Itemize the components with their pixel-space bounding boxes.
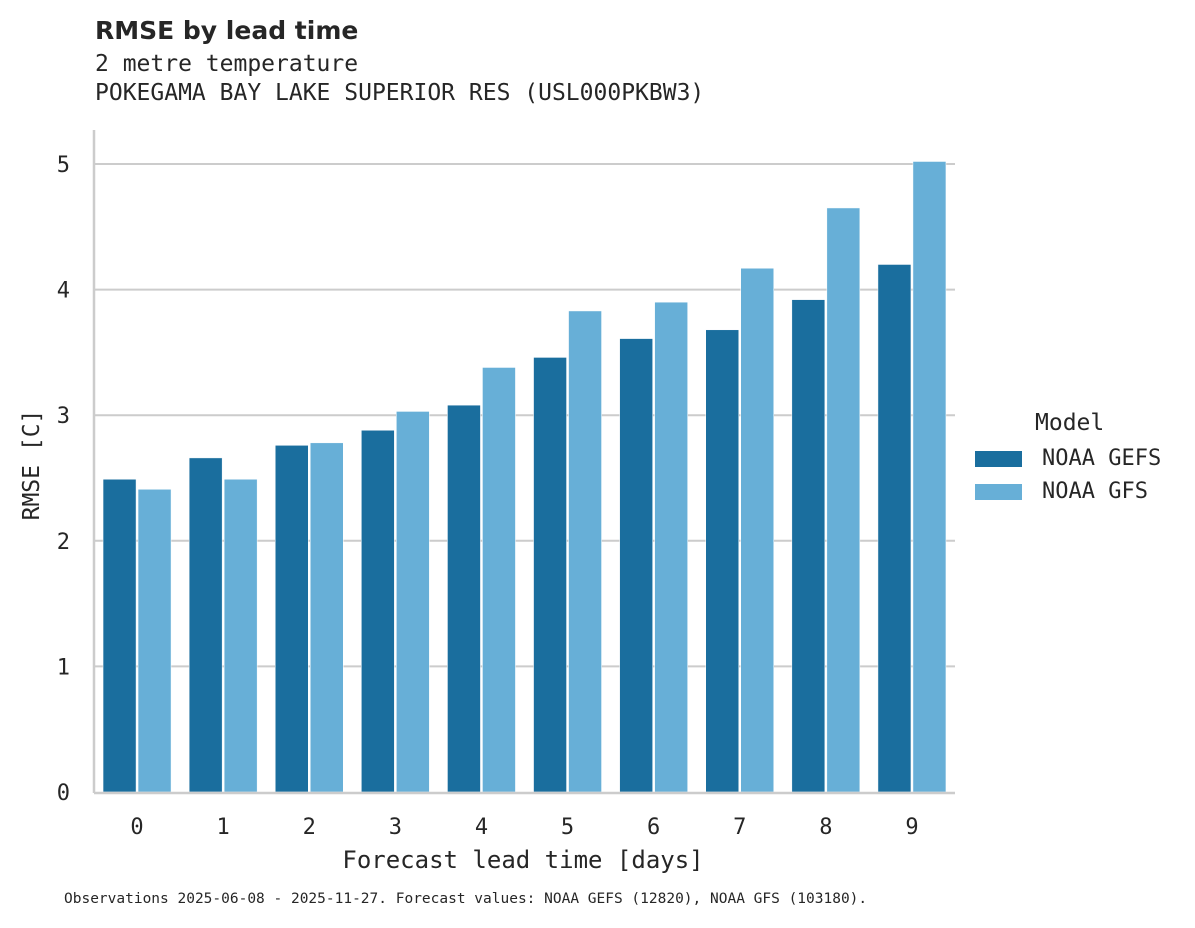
x-tick-label: 5 [561, 815, 574, 840]
bar-gfs [310, 442, 344, 793]
bar-gfs [912, 161, 947, 793]
x-axis-label: Forecast lead time [days] [342, 846, 704, 874]
legend-label-gefs: NOAA GEFS [1042, 446, 1162, 471]
bar-gfs [396, 411, 430, 793]
legend-item-gfs: NOAA GFS [975, 475, 1161, 508]
y-tick-label: 1 [57, 655, 70, 680]
y-tick-label: 2 [57, 530, 70, 555]
x-tick-label: 8 [819, 815, 832, 840]
bar-gefs [705, 329, 739, 793]
y-tick-label: 3 [57, 404, 70, 429]
bar-gefs [791, 299, 826, 793]
legend-title: Model [1035, 410, 1105, 436]
bar-gefs [533, 357, 567, 793]
x-tick-label: 2 [303, 815, 316, 840]
legend-swatch-gfs [975, 483, 1022, 500]
bar-gefs [361, 430, 395, 793]
y-tick-label: 4 [57, 279, 70, 304]
bar-gfs [137, 489, 172, 793]
bar-gefs [102, 479, 137, 793]
bar-gfs [740, 267, 774, 793]
x-tick-label: 4 [475, 815, 488, 840]
x-tick-label: 6 [647, 815, 660, 840]
bar-gefs [275, 445, 309, 793]
bar-gfs [482, 367, 516, 793]
y-tick-label: 5 [57, 153, 70, 178]
legend-label-gfs: NOAA GFS [1042, 479, 1148, 504]
legend-swatch-gefs [975, 450, 1022, 467]
legend-item-gefs: NOAA GEFS [975, 442, 1161, 475]
bar-gfs [654, 301, 688, 793]
x-tick-label: 1 [217, 815, 230, 840]
bar-gfs [223, 479, 258, 793]
bar-gefs [188, 457, 223, 793]
bar-gefs [877, 264, 912, 793]
x-tick-label: 7 [733, 815, 746, 840]
bar-gfs [826, 207, 861, 793]
legend: Model NOAA GEFS NOAA GFS [975, 410, 1161, 508]
y-tick-label: 0 [57, 781, 70, 806]
chart-title: RMSE by lead time [95, 16, 359, 45]
bar-gefs [619, 338, 653, 793]
chart-subtitle-variable: 2 metre temperature [95, 51, 359, 77]
x-tick-label: 0 [130, 815, 143, 840]
bar-gfs [568, 310, 602, 793]
chart-subtitle-station: POKEGAMA BAY LAKE SUPERIOR RES (USL000PK… [95, 80, 705, 106]
x-tick-label: 9 [905, 815, 918, 840]
footer-note: Observations 2025-06-08 - 2025-11-27. Fo… [64, 891, 868, 907]
bar-gefs [447, 404, 481, 793]
x-tick-label: 3 [389, 815, 402, 840]
y-axis-label: RMSE [C] [19, 409, 45, 521]
